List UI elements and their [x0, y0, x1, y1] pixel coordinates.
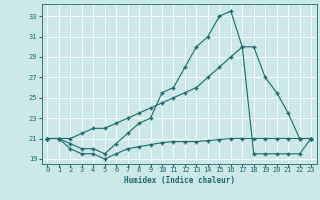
X-axis label: Humidex (Indice chaleur): Humidex (Indice chaleur) [124, 176, 235, 185]
